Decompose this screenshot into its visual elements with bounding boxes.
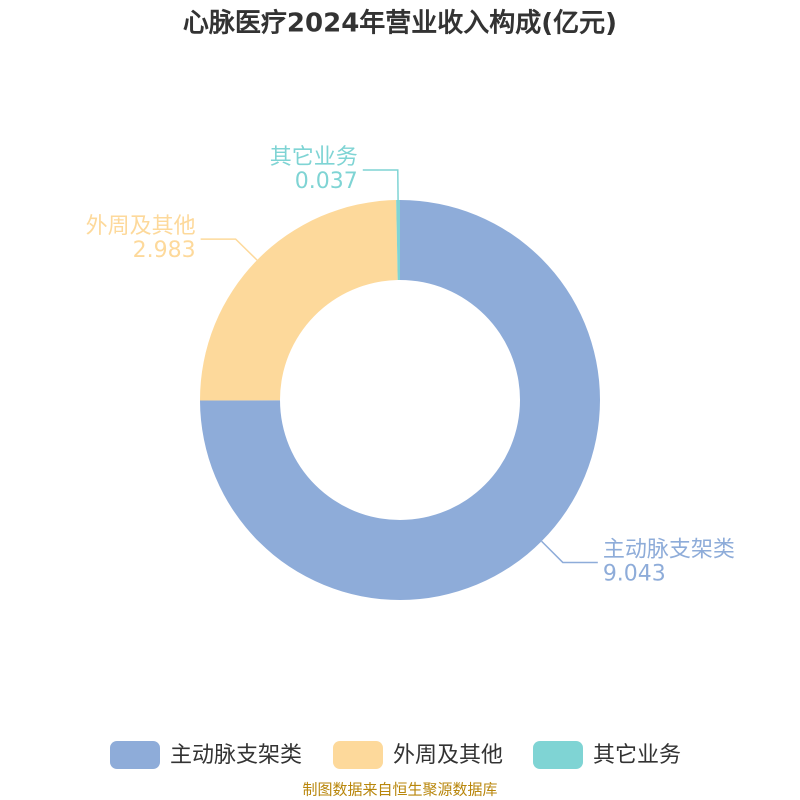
donut-slice bbox=[396, 200, 400, 281]
leader-line bbox=[362, 169, 399, 201]
legend-label: 外周及其他 bbox=[393, 743, 503, 768]
donut-slice bbox=[200, 200, 398, 401]
data-label: 2.983 bbox=[133, 238, 196, 263]
data-label: 0.037 bbox=[295, 169, 358, 194]
legend-swatch bbox=[110, 741, 160, 769]
legend-label: 其它业务 bbox=[593, 743, 681, 768]
data-label: 9.043 bbox=[603, 561, 666, 586]
legend-swatch bbox=[333, 741, 383, 769]
leader-line bbox=[200, 238, 258, 261]
slice-label: 主动脉支架类 bbox=[603, 537, 735, 562]
legend-swatch bbox=[533, 741, 583, 769]
leader-line bbox=[541, 540, 598, 564]
donut-slice bbox=[200, 200, 600, 601]
slice-label: 外周及其他 bbox=[86, 214, 196, 239]
slice-label: 其它业务 bbox=[270, 145, 358, 170]
chart-title: 心脉医疗2024年营业收入构成(亿元) bbox=[183, 8, 617, 39]
source-note: 制图数据来自恒生聚源数据库 bbox=[302, 781, 497, 799]
legend-label: 主动脉支架类 bbox=[170, 743, 302, 768]
